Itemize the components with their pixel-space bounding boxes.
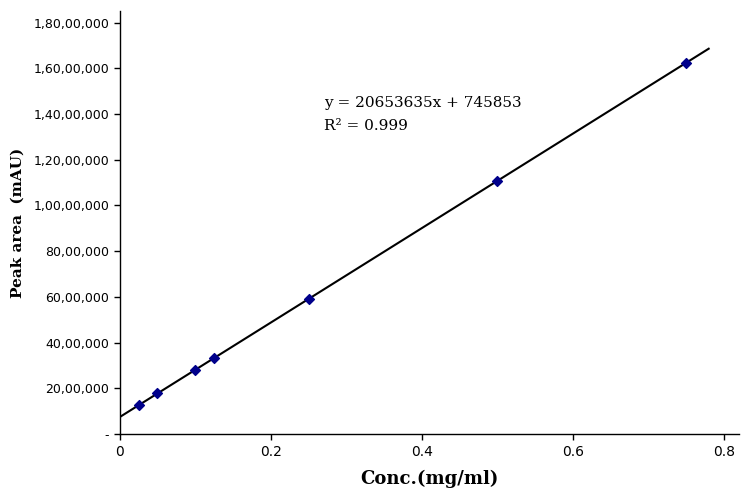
Point [208, 354, 220, 362]
Text: y = 20653635x + 745853
R² = 0.999: y = 20653635x + 745853 R² = 0.999 [323, 96, 521, 133]
Point [152, 389, 164, 397]
Point [302, 295, 314, 303]
Point [133, 401, 145, 409]
Point [680, 59, 692, 67]
Point [189, 366, 201, 374]
Y-axis label: Peak area  (mAU): Peak area (mAU) [11, 148, 25, 298]
Point [491, 177, 503, 185]
X-axis label: Conc.(mg/ml): Conc.(mg/ml) [360, 470, 499, 488]
